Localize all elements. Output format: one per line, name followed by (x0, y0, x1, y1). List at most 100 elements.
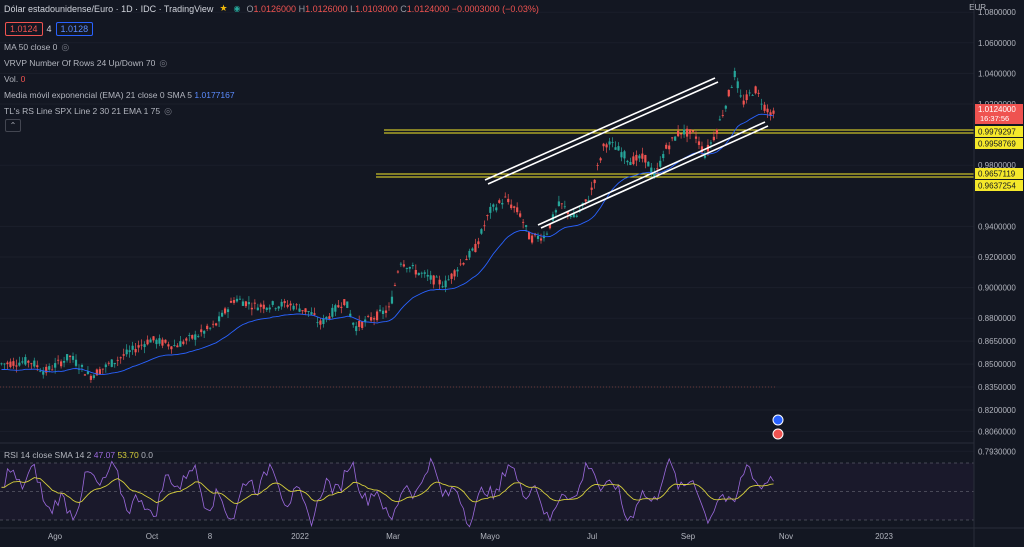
candle-body (39, 370, 42, 372)
candle-body (632, 156, 635, 165)
indicator-vrvp[interactable]: VRVP Number Of Rows 24 Up/Down 70 ◎ (4, 58, 168, 68)
candle-body (432, 275, 435, 285)
candle-body (271, 301, 274, 305)
candle-body (539, 238, 543, 241)
candle-body (331, 307, 334, 317)
y-tick-label: 0.9200000 (978, 253, 1016, 262)
x-tick-label: 2022 (291, 532, 309, 541)
candle-body (644, 155, 647, 163)
candle-body (545, 233, 549, 235)
candle-body (423, 272, 426, 274)
candle-body (513, 206, 516, 208)
indicator-ema[interactable]: Media móvil exponencial (EMA) 21 close 0… (4, 90, 235, 100)
candle-body (277, 306, 280, 309)
indicator-ma[interactable]: MA 50 close 0 ◎ (4, 42, 70, 52)
candle-body (200, 329, 203, 333)
candle-body (265, 307, 268, 310)
candle-body (83, 374, 87, 376)
y-tick-label: 0.8650000 (978, 337, 1016, 346)
rsi-ma-line (1, 477, 774, 504)
grid (0, 11, 974, 452)
candle-body (772, 110, 775, 114)
candle-body (45, 366, 48, 373)
candle-body (462, 262, 465, 265)
indicator-tl[interactable]: TL's RS Line SPX Line 2 30 21 EMA 1 75 ◎ (4, 106, 172, 116)
candle-body (209, 327, 212, 329)
candle-body (680, 133, 683, 135)
candle-body (611, 142, 614, 143)
candle-body (364, 319, 367, 322)
candle-body (525, 225, 528, 227)
candle-body (286, 304, 289, 307)
x-tick-label: Ago (48, 532, 63, 541)
hline-price-tag (975, 138, 1023, 149)
eye-icon[interactable]: ◎ (61, 42, 70, 52)
candle-body (641, 153, 644, 159)
candle-body (268, 307, 271, 310)
candle-body (456, 269, 459, 272)
candle-body (322, 318, 325, 325)
candle-body (238, 298, 242, 300)
current-price-label: 1.0124000 (978, 105, 1016, 114)
candle-body (450, 273, 453, 279)
y-tick-label: 0.8060000 (978, 427, 1016, 436)
currency-label[interactable]: EUR (969, 3, 986, 12)
candle-body (563, 206, 566, 208)
candle-body (137, 345, 140, 348)
indicator-vol[interactable]: Vol. 0 (4, 74, 26, 84)
hline-price-label: 0.9958769 (978, 140, 1016, 149)
candle-body (140, 344, 143, 346)
candle-body (250, 307, 253, 310)
x-tick-label: 8 (208, 532, 213, 541)
candle-body (665, 144, 668, 149)
candle-body (220, 312, 224, 317)
candle-body (42, 371, 45, 375)
collapse-indicators-button[interactable]: ⌃ (5, 119, 21, 132)
star-icon[interactable]: ★ (219, 3, 228, 13)
candle-body (307, 311, 310, 313)
rsi-legend[interactable]: RSI 14 close SMA 14 2 47.07 53.70 0.0 (4, 450, 153, 460)
candle-body (259, 304, 262, 307)
rsi-pane: 80.0060.0040.00 (0, 442, 1024, 528)
candle-body (733, 70, 736, 78)
candle-body (36, 365, 39, 368)
candle-body (489, 206, 492, 213)
hline-price-label: 0.9637254 (978, 182, 1016, 191)
buy-button[interactable]: 1.0128 (55, 22, 94, 36)
candle-body (203, 330, 206, 334)
price-axis: 1.08000001.06000001.04000001.02000000.98… (973, 0, 1024, 547)
candle-body (167, 344, 170, 347)
sell-button[interactable]: 1.0124 (5, 22, 43, 36)
candle-body (119, 357, 122, 359)
candle-body (30, 363, 33, 365)
candle-body (113, 362, 116, 365)
candle-body (486, 215, 489, 217)
candle-body (95, 369, 98, 376)
candle-body (519, 213, 522, 217)
y-tick-label: 1.0600000 (978, 39, 1016, 48)
symbol-title[interactable]: Dólar estadounidense/Euro · 1D · IDC · T… (4, 3, 214, 14)
candle-body (405, 268, 408, 269)
candle-body (328, 316, 331, 319)
candle-body (483, 225, 486, 227)
candle-body (668, 145, 671, 150)
candle-body (408, 267, 411, 269)
candle-body (316, 322, 319, 324)
y-tick-label: 0.9400000 (978, 222, 1016, 231)
candle-body (0, 363, 3, 365)
candle-body (623, 151, 626, 159)
candle-body (566, 211, 569, 214)
candle-body (590, 187, 593, 190)
hline-price-label: 0.9979297 (978, 128, 1016, 137)
eye-icon[interactable]: ◎ (159, 58, 168, 68)
candle-body (176, 345, 179, 348)
eye-icon[interactable]: ◎ (164, 106, 172, 116)
candle-body (74, 359, 78, 366)
candle-body (158, 338, 161, 344)
candle-body (18, 362, 21, 366)
candle-body (48, 366, 51, 370)
candle-body (572, 213, 575, 218)
candle-body (191, 335, 194, 339)
candle-body (361, 321, 364, 328)
